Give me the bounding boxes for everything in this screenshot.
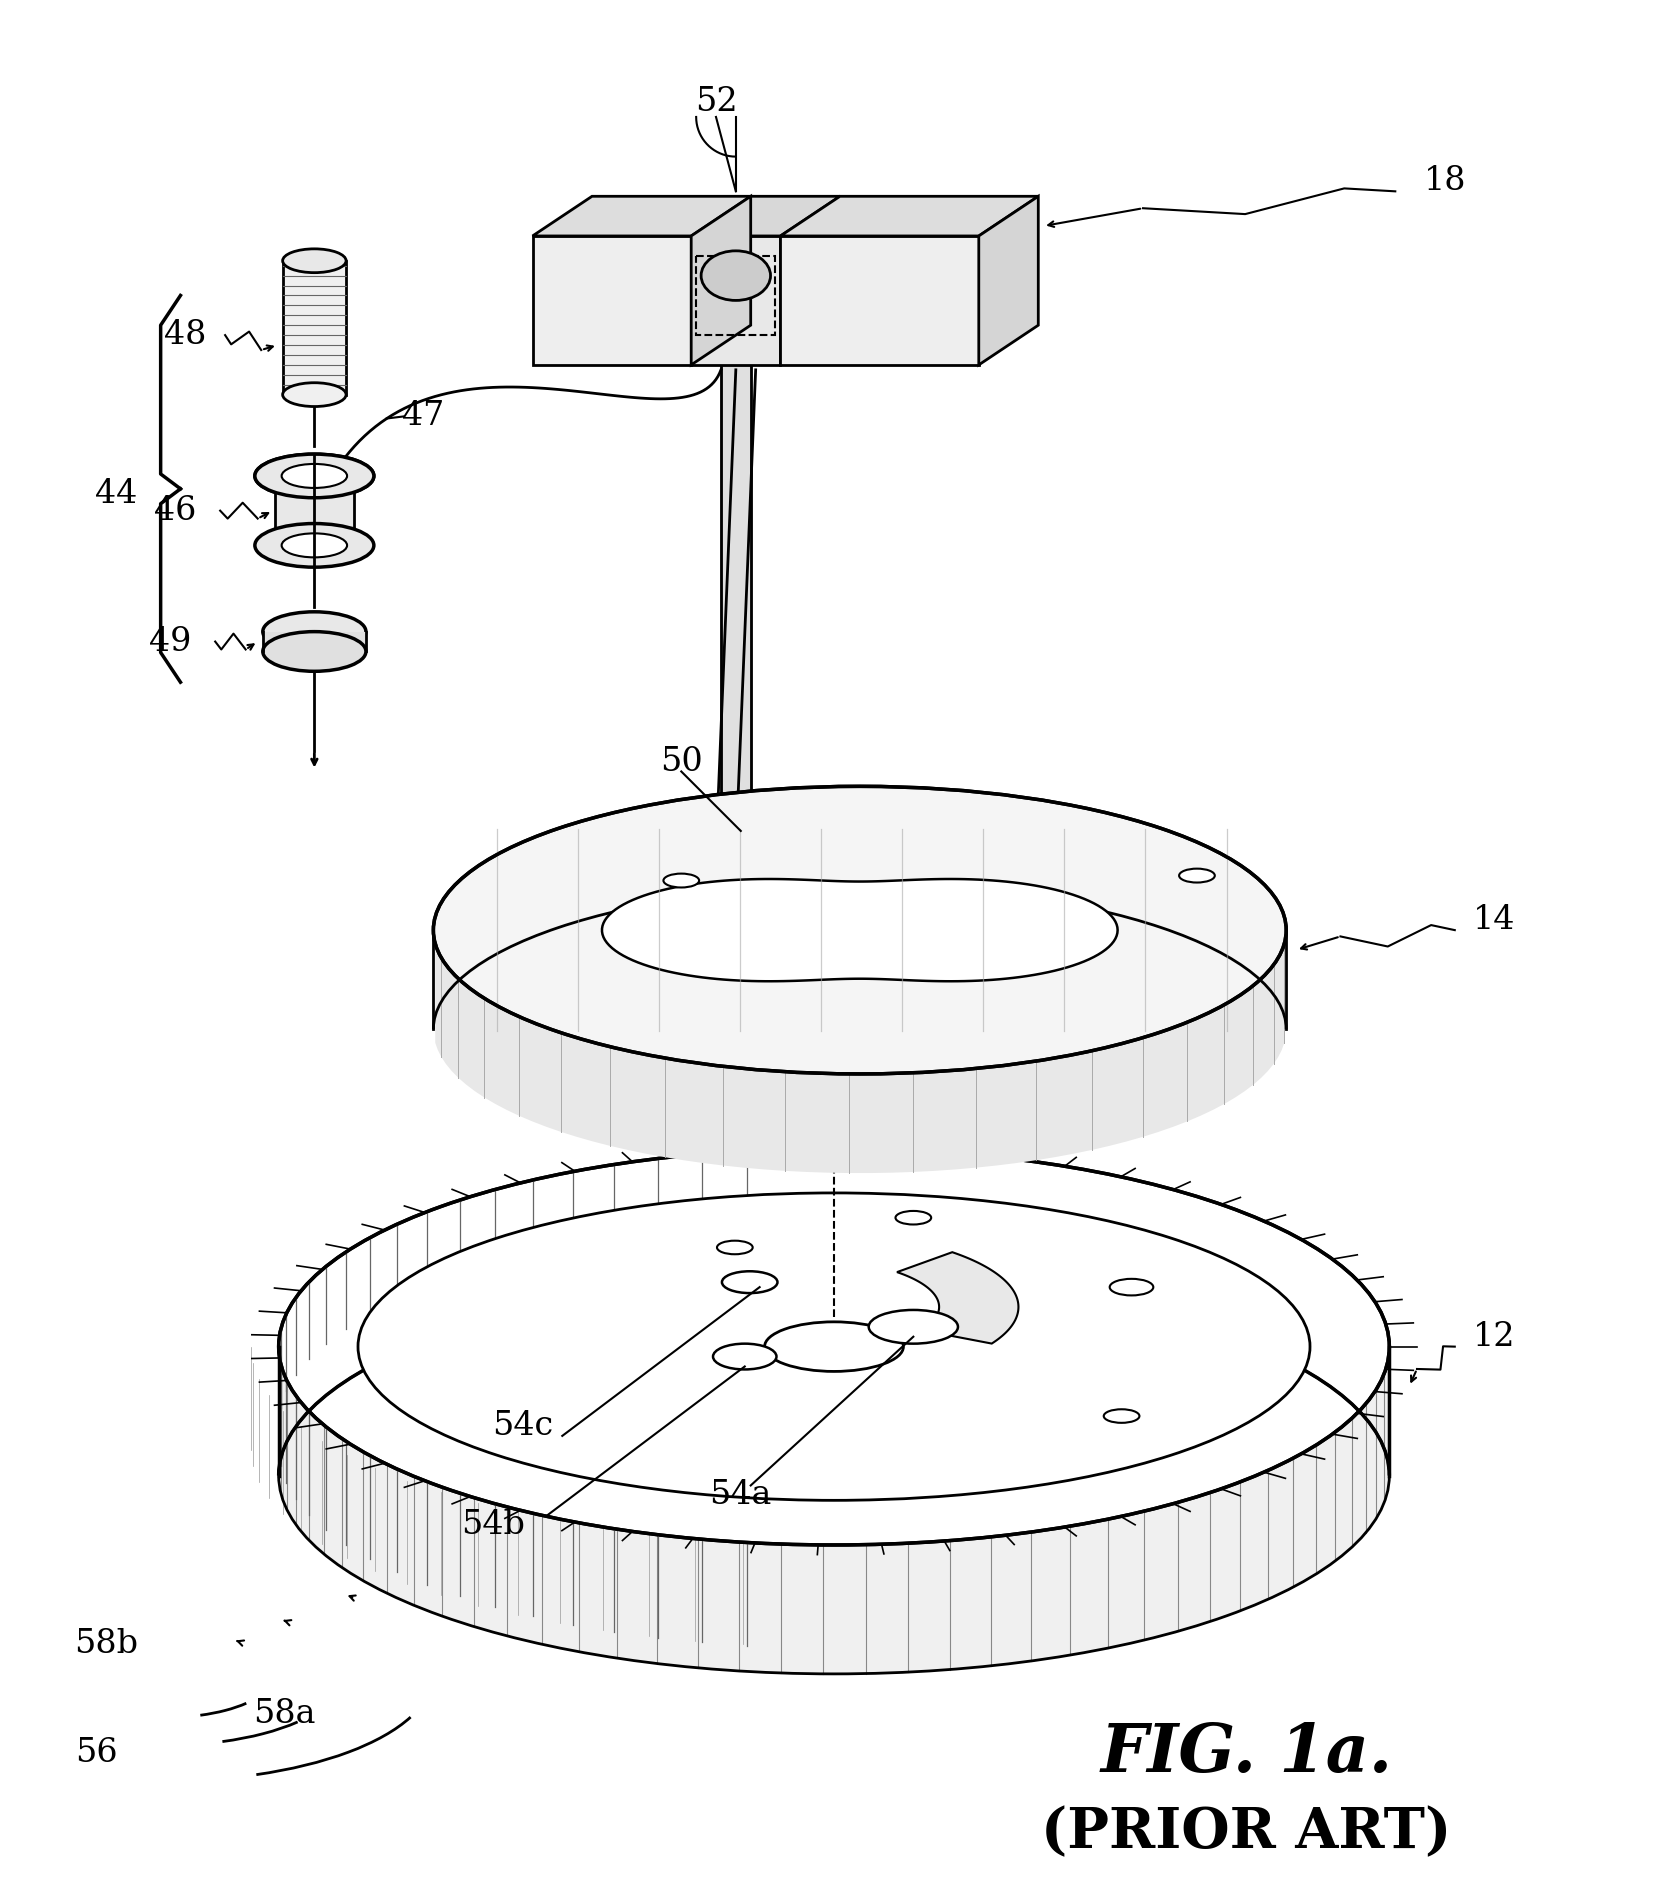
Ellipse shape xyxy=(255,524,374,567)
Text: 58a: 58a xyxy=(254,1698,315,1730)
Bar xyxy=(264,632,365,652)
Ellipse shape xyxy=(717,1240,752,1254)
Ellipse shape xyxy=(722,1271,777,1293)
Bar xyxy=(781,236,979,365)
Ellipse shape xyxy=(1104,1409,1139,1422)
Text: 46: 46 xyxy=(155,495,197,528)
Ellipse shape xyxy=(264,613,365,652)
Bar xyxy=(282,261,345,395)
Text: (PRIOR ART): (PRIOR ART) xyxy=(1041,1806,1451,1861)
Bar xyxy=(275,477,354,545)
Ellipse shape xyxy=(869,1310,957,1345)
Ellipse shape xyxy=(701,252,771,301)
Ellipse shape xyxy=(764,1322,904,1371)
Text: 58b: 58b xyxy=(73,1628,138,1660)
Ellipse shape xyxy=(282,382,345,407)
Text: 54a: 54a xyxy=(709,1479,772,1511)
Polygon shape xyxy=(897,1252,1019,1345)
Polygon shape xyxy=(280,1360,1388,1674)
Polygon shape xyxy=(979,197,1037,365)
Bar xyxy=(691,236,781,365)
Ellipse shape xyxy=(1109,1278,1153,1295)
Ellipse shape xyxy=(282,250,345,272)
Polygon shape xyxy=(602,879,1118,981)
Text: 14: 14 xyxy=(1473,904,1516,936)
Polygon shape xyxy=(435,944,1284,1172)
Ellipse shape xyxy=(282,463,347,488)
Ellipse shape xyxy=(896,1210,931,1225)
Bar xyxy=(721,365,751,921)
Ellipse shape xyxy=(712,1345,777,1369)
Text: FIG. 1a.: FIG. 1a. xyxy=(1101,1721,1393,1785)
Text: 54b: 54b xyxy=(460,1509,525,1541)
Text: 52: 52 xyxy=(694,87,737,117)
Bar xyxy=(532,236,691,365)
Text: 49: 49 xyxy=(150,626,192,658)
Ellipse shape xyxy=(264,632,365,671)
Text: 44: 44 xyxy=(95,478,137,511)
Text: 18: 18 xyxy=(1423,165,1466,197)
Text: 47: 47 xyxy=(402,401,445,433)
Ellipse shape xyxy=(359,1193,1309,1500)
Ellipse shape xyxy=(255,454,374,497)
Polygon shape xyxy=(691,197,751,365)
Ellipse shape xyxy=(282,533,347,558)
Bar xyxy=(696,255,776,335)
Polygon shape xyxy=(532,197,751,236)
Polygon shape xyxy=(691,197,841,236)
Ellipse shape xyxy=(1179,868,1214,883)
Text: 48: 48 xyxy=(163,320,207,352)
Ellipse shape xyxy=(255,454,374,497)
Ellipse shape xyxy=(664,874,699,887)
Text: 56: 56 xyxy=(75,1738,117,1770)
Text: 12: 12 xyxy=(1473,1320,1516,1352)
Polygon shape xyxy=(781,197,1037,236)
Text: 50: 50 xyxy=(661,745,702,777)
Ellipse shape xyxy=(279,1148,1389,1545)
Text: 54c: 54c xyxy=(492,1411,554,1443)
Ellipse shape xyxy=(434,787,1286,1074)
